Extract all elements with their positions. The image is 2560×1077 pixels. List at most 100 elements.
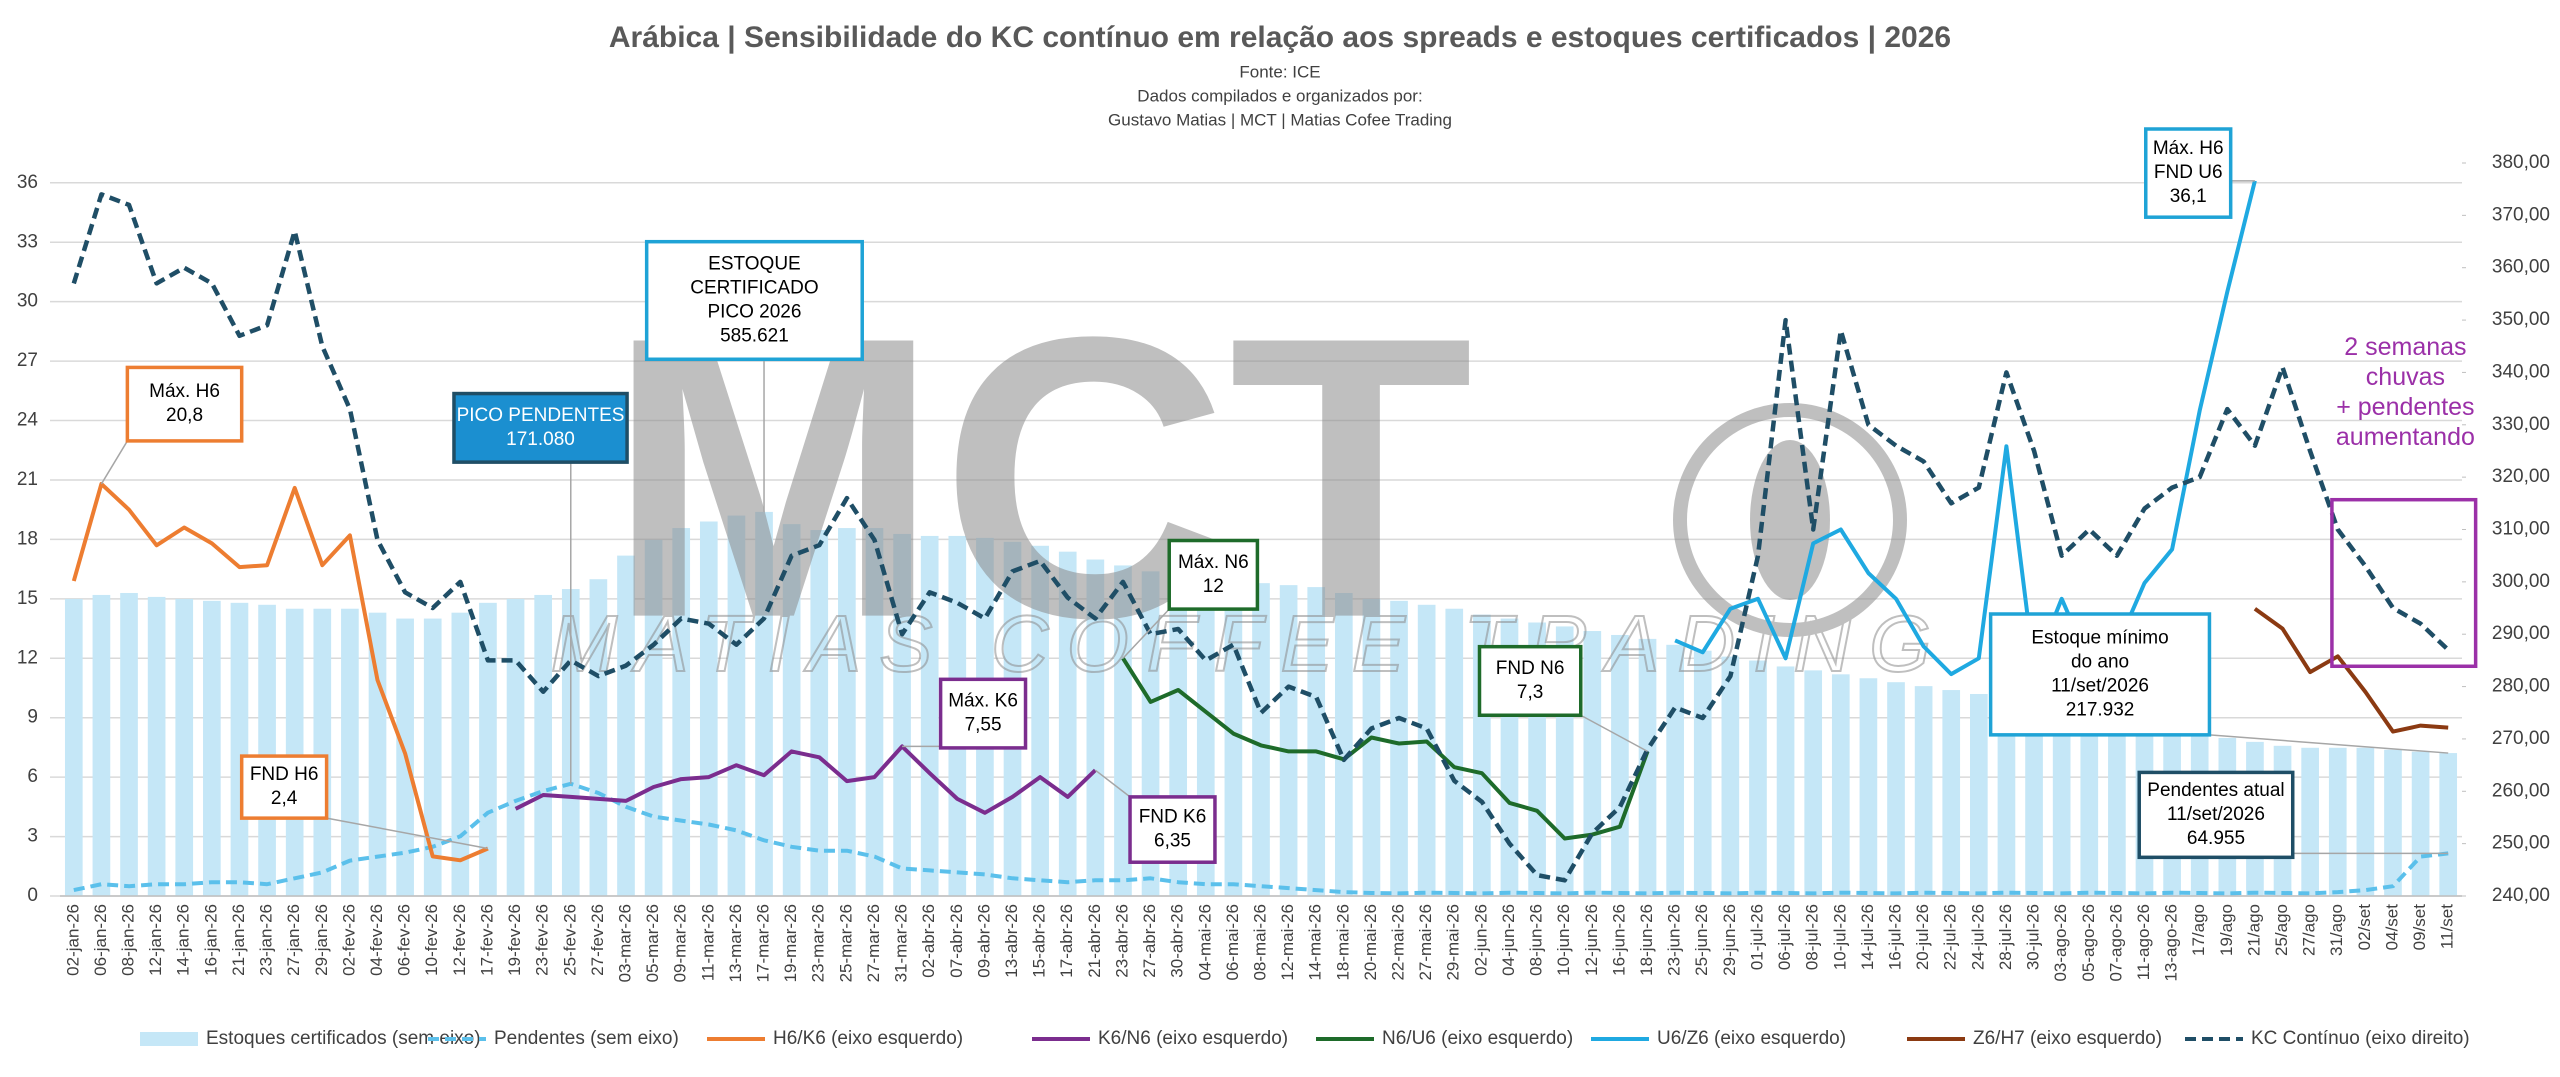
bar	[920, 535, 939, 896]
x-tick-label: 02-fev-26	[339, 904, 358, 976]
annotation-leader	[326, 817, 489, 850]
bar	[1666, 644, 1684, 896]
bar	[2080, 713, 2099, 896]
annotation-text: 217.932	[2066, 699, 2135, 720]
y-tick-label: 27	[17, 350, 38, 371]
bar	[120, 592, 138, 896]
chart-title: Arábica | Sensibilidade do KC contínuo e…	[609, 21, 1951, 54]
x-tick-label: 06-jan-26	[91, 904, 110, 976]
x-tick-label: 11-mar-26	[698, 904, 717, 981]
x-tick-label: 21-jan-26	[229, 904, 248, 976]
x-tick-label: 13-mar-26	[726, 904, 745, 982]
bar	[2052, 707, 2071, 896]
annotation-text: 2 semanas	[2344, 333, 2466, 361]
y2-tick-label: 340,00	[2492, 361, 2550, 382]
y2-tick-label: 280,00	[2492, 676, 2550, 697]
bar	[313, 608, 332, 896]
annotation-text: 7,55	[965, 715, 1002, 736]
bar	[1307, 587, 1326, 896]
x-tick-label: 01-jul-26	[1747, 904, 1766, 970]
annotation-text: 7,3	[1517, 682, 1543, 703]
bar	[1445, 608, 1464, 896]
x-tick-label: 15-abr-26	[1030, 904, 1049, 978]
bar	[2328, 747, 2347, 896]
bar	[2356, 747, 2375, 896]
y2-tick-label: 350,00	[2492, 309, 2550, 330]
annotation-box	[938, 677, 1028, 750]
watermark-icon	[1673, 403, 1907, 637]
x-tick-label: 22-jul-26	[1941, 904, 1960, 970]
bar	[699, 521, 718, 896]
x-tick-label: 31/ago	[2327, 904, 2346, 956]
annotation-leader	[1122, 608, 1170, 659]
y-tick-label: 33	[17, 231, 38, 252]
bar	[341, 608, 359, 896]
bar	[368, 612, 387, 896]
annotation-text: 171.080	[506, 429, 575, 450]
x-tick-label: 02-abr-26	[919, 904, 938, 978]
legend-label: Estoques certificados (sem eixo)	[206, 1028, 481, 1049]
bar	[1859, 678, 1878, 896]
annotation-text: Máx. N6	[1178, 552, 1249, 573]
bar	[1831, 674, 1850, 896]
x-tick-label: 31-mar-26	[892, 904, 911, 982]
series-line	[71, 481, 489, 863]
x-tick-label: 02-jan-26	[63, 904, 82, 976]
y-tick-label: 18	[17, 528, 38, 549]
annotation-box	[1477, 644, 1583, 718]
bar	[1334, 592, 1353, 896]
x-tick-label: 12-jun-26	[1582, 904, 1601, 976]
bar	[1914, 686, 1933, 896]
x-tick-label: 09/set	[2410, 904, 2429, 951]
x-tick-label: 19-fev-26	[505, 904, 524, 976]
annotation-leader	[1094, 769, 1131, 798]
x-tick-label: 20-jul-26	[1913, 904, 1932, 970]
annotation-text: 12	[1203, 576, 1224, 597]
bar	[810, 530, 829, 896]
bar	[2108, 717, 2126, 896]
watermark-text: MATIAS COFFEE TRADING	[551, 599, 1950, 688]
annotation-leader	[2209, 734, 2449, 754]
legend-label: KC Contínuo (eixo direito)	[2251, 1028, 2470, 1049]
legend-swatch	[140, 1032, 198, 1046]
annotation-text: chuvas	[2366, 363, 2445, 391]
y-tick-label: 3	[27, 826, 38, 847]
annotation-text: 11/set/2026	[2051, 675, 2149, 696]
x-tick-label: 17-abr-26	[1057, 904, 1076, 978]
y2-tick-label: 260,00	[2492, 780, 2550, 801]
legend-label: U6/Z6 (eixo esquerdo)	[1657, 1028, 1846, 1049]
legend-label: N6/U6 (eixo esquerdo)	[1382, 1028, 1573, 1049]
bar	[589, 579, 608, 896]
x-tick-label: 02-jun-26	[1471, 904, 1490, 976]
annotation-text: 36,1	[2170, 186, 2207, 207]
bar	[1086, 559, 1105, 896]
x-tick-label: 19-mar-26	[781, 904, 800, 982]
highlight-box	[2330, 497, 2478, 669]
chart-subtitle: Gustavo Matias | MCT | Matias Cofee Trad…	[1108, 110, 1452, 129]
x-tick-label: 03-ago-26	[2051, 904, 2070, 982]
annotation-text: aumentando	[2336, 423, 2475, 451]
y-tick-label: 12	[17, 647, 38, 668]
y-tick-label: 21	[17, 469, 38, 490]
bar	[1749, 660, 1767, 896]
x-tick-label: 21-abr-26	[1085, 904, 1104, 978]
y2-tick-label: 360,00	[2492, 257, 2550, 278]
x-tick-label: 21/ago	[2244, 904, 2263, 956]
x-tick-label: 25-fev-26	[560, 904, 579, 976]
annotation-text: 11/set/2026	[2167, 804, 2265, 825]
annotation-text: 6,35	[1154, 831, 1191, 852]
watermark-icon	[1750, 440, 1830, 600]
annotation-text: + pendentes	[2336, 393, 2474, 421]
x-tick-label: 18-jun-26	[1637, 904, 1656, 976]
bar	[423, 618, 442, 896]
annotation-text: PICO 2026	[707, 301, 801, 322]
x-tick-label: 14-jan-26	[174, 904, 193, 976]
annotation-leader	[100, 440, 129, 485]
bar	[175, 598, 194, 896]
annotations: Máx. H6 20,8 PICO PENDENTES 171.080 ESTOQUE C…	[100, 127, 2478, 864]
x-tick-label: 20-mai-26	[1361, 904, 1380, 981]
x-tick-label: 14-jul-26	[1858, 904, 1877, 970]
bar	[64, 598, 83, 896]
y-tick-label: 24	[17, 410, 39, 431]
x-tick-label: 07-abr-26	[947, 904, 966, 978]
